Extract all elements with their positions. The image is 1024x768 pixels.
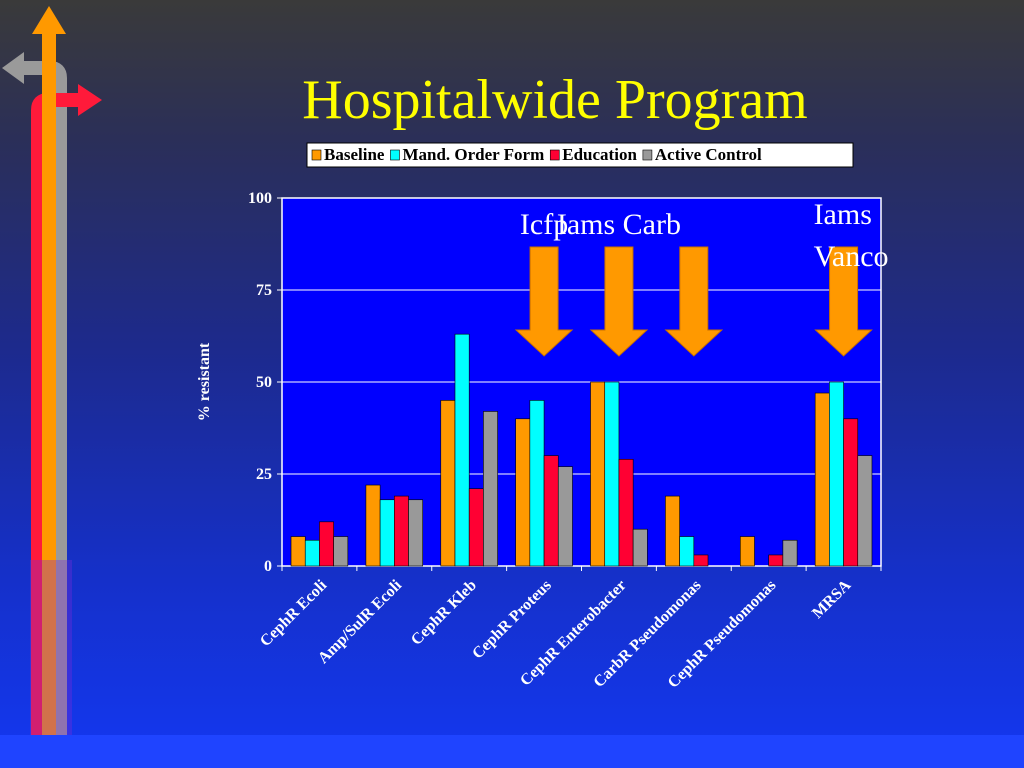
bar bbox=[857, 455, 873, 567]
bar bbox=[290, 536, 306, 567]
bar bbox=[829, 381, 844, 567]
bar bbox=[483, 411, 498, 567]
legend-entry: Mand. Order Form bbox=[402, 145, 544, 164]
legend-swatch bbox=[549, 149, 560, 161]
down-arrow-icon bbox=[664, 246, 724, 357]
legend-entry: Education bbox=[562, 145, 637, 164]
bar bbox=[693, 554, 709, 567]
annotation-label: Icfp bbox=[520, 208, 568, 241]
legend-swatch bbox=[390, 149, 400, 161]
bar bbox=[454, 333, 470, 567]
legend-entry: Active Control bbox=[655, 145, 762, 164]
bar bbox=[843, 418, 859, 567]
bar bbox=[319, 521, 334, 567]
bar bbox=[768, 554, 784, 567]
x-tick-label: CephR Kleb bbox=[408, 577, 480, 649]
bar bbox=[468, 488, 484, 567]
bar bbox=[632, 528, 648, 567]
y-axis-label: % resistant bbox=[196, 342, 213, 421]
bar bbox=[379, 499, 395, 567]
legend-entry: Baseline bbox=[324, 145, 385, 164]
bar bbox=[304, 539, 320, 567]
legend-swatch bbox=[311, 149, 322, 161]
bar bbox=[557, 466, 573, 567]
annotation-label: Iams bbox=[814, 198, 872, 231]
bar bbox=[333, 536, 349, 567]
bar bbox=[665, 495, 680, 567]
bar bbox=[782, 539, 798, 567]
annotation-label: Vanco bbox=[814, 240, 889, 273]
decorative-arrows-icon bbox=[2, 0, 102, 740]
y-tick-label: 100 bbox=[248, 190, 272, 207]
bar bbox=[590, 381, 606, 567]
annotation-label: Iams Carb bbox=[557, 208, 681, 241]
bar bbox=[529, 400, 545, 567]
x-tick-label: MRSA bbox=[809, 576, 855, 622]
bar bbox=[440, 400, 456, 567]
bar bbox=[408, 499, 424, 567]
bar bbox=[365, 484, 381, 567]
x-tick-label: CephR Proteus bbox=[469, 577, 555, 663]
y-tick-label: 25 bbox=[256, 466, 272, 483]
x-tick-label: CephR Ecoli bbox=[257, 576, 331, 650]
y-tick-label: 50 bbox=[256, 374, 272, 391]
bar bbox=[515, 418, 531, 567]
bar bbox=[394, 495, 409, 567]
down-arrow-icon bbox=[814, 246, 873, 357]
bottom-band bbox=[0, 735, 1024, 768]
bar bbox=[543, 455, 559, 567]
slide-title: Hospitalwide Program bbox=[302, 69, 808, 131]
bar bbox=[604, 381, 620, 567]
legend: Baseline Mand. Order Form Education Active … bbox=[306, 142, 854, 168]
bar bbox=[618, 458, 634, 567]
down-arrow-icon bbox=[589, 246, 649, 357]
bar bbox=[814, 392, 830, 567]
bar bbox=[739, 536, 755, 567]
y-tick-label: 75 bbox=[256, 282, 272, 299]
legend-swatch bbox=[642, 149, 653, 161]
y-tick-label: 0 bbox=[264, 558, 272, 575]
bar bbox=[679, 536, 695, 567]
down-arrow-icon bbox=[514, 246, 574, 357]
